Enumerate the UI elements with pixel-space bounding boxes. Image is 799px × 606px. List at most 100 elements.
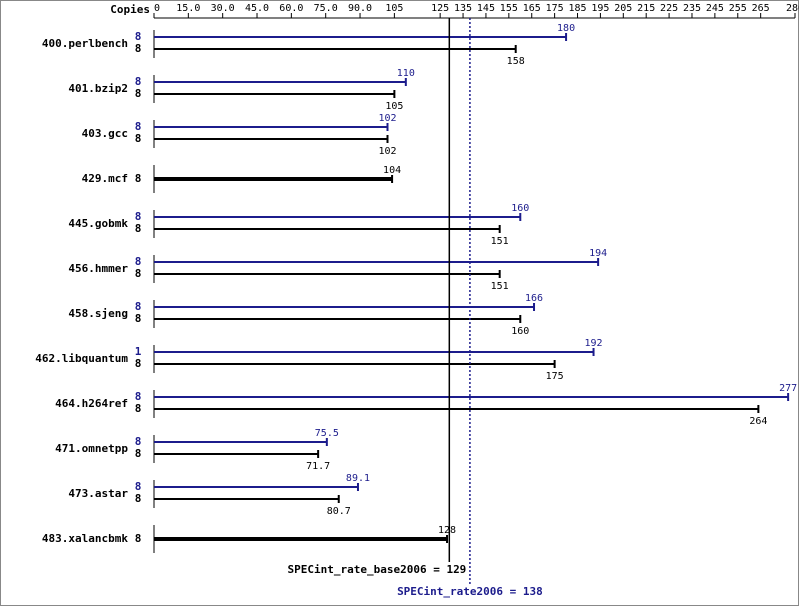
benchmark-name: 445.gobmk — [68, 217, 128, 230]
value-label: 104 — [383, 165, 401, 176]
x-tick-label: 245 — [706, 3, 724, 14]
bar — [154, 318, 521, 320]
value-label: 166 — [525, 293, 543, 304]
x-tick-label: 255 — [729, 3, 747, 14]
copies: 8 — [135, 480, 142, 493]
copies: 8 — [135, 300, 142, 313]
bar — [154, 177, 393, 181]
bar — [154, 138, 388, 140]
x-tick-label: 165 — [523, 3, 541, 14]
benchmark-name: 464.h264ref — [55, 397, 128, 410]
x-tick-label: 225 — [660, 3, 678, 14]
copies: 8 — [135, 447, 142, 460]
copies: 8 — [135, 30, 142, 43]
copies: 8 — [135, 357, 142, 370]
x-tick-label: 45.0 — [245, 3, 269, 14]
bar — [154, 261, 599, 263]
peak-reference-label: SPECint_rate2006 = 138 — [397, 585, 543, 598]
x-tick-label: 60.0 — [279, 3, 303, 14]
value-label: 71.7 — [306, 461, 330, 472]
value-label: 105 — [385, 101, 403, 112]
copies: 8 — [135, 222, 142, 235]
x-tick-label: 0 — [154, 3, 160, 14]
x-tick-label: 175 — [546, 3, 564, 14]
bar — [154, 396, 789, 398]
copies: 8 — [135, 75, 142, 88]
x-tick-label: 105 — [385, 3, 403, 14]
value-label: 110 — [397, 68, 415, 79]
value-label: 192 — [585, 338, 603, 349]
bar — [154, 126, 388, 128]
value-label: 80.7 — [327, 506, 351, 517]
benchmark-name: 400.perlbench — [42, 37, 128, 50]
bar — [154, 216, 521, 218]
value-label: 151 — [491, 236, 509, 247]
value-label: 180 — [557, 23, 575, 34]
benchmark-name: 403.gcc — [82, 127, 128, 140]
value-label: 128 — [438, 525, 456, 536]
copies: 8 — [135, 255, 142, 268]
x-tick-label: 30.0 — [211, 3, 235, 14]
benchmark-name: 473.astar — [68, 487, 128, 500]
value-label: 89.1 — [346, 473, 370, 484]
bar — [154, 351, 594, 353]
x-tick-label: 135 — [454, 3, 472, 14]
value-label: 160 — [511, 326, 529, 337]
benchmark-name: 471.omnetpp — [55, 442, 128, 455]
copies: 8 — [135, 87, 142, 100]
value-label: 160 — [511, 203, 529, 214]
x-tick-label: 195 — [591, 3, 609, 14]
copies: 1 — [135, 345, 142, 358]
bar — [154, 48, 516, 50]
base-reference-label: SPECint_rate_base2006 = 129 — [288, 563, 467, 576]
copies: 8 — [135, 132, 142, 145]
value-label: 75.5 — [315, 428, 339, 439]
copies: 8 — [135, 492, 142, 505]
bar — [154, 537, 448, 541]
copies: 8 — [135, 172, 142, 185]
value-label: 194 — [589, 248, 607, 259]
bar — [154, 306, 535, 308]
bar — [154, 81, 406, 83]
bar — [154, 441, 327, 443]
bar — [154, 93, 395, 95]
value-label: 277 — [779, 383, 797, 394]
x-tick-label: 125 — [431, 3, 449, 14]
x-tick-label: 280 — [786, 3, 799, 14]
benchmark-name: 483.xalancbmk — [42, 532, 128, 545]
bar — [154, 486, 358, 488]
x-tick-label: 75.0 — [314, 3, 338, 14]
benchmark-name: 458.sjeng — [68, 307, 128, 320]
value-label: 264 — [749, 416, 767, 427]
bar — [154, 363, 555, 365]
value-label: 158 — [507, 56, 525, 67]
x-tick-label: 90.0 — [348, 3, 372, 14]
bar — [154, 498, 339, 500]
value-label: 151 — [491, 281, 509, 292]
benchmark-name: 401.bzip2 — [68, 82, 128, 95]
x-tick-label: 155 — [500, 3, 518, 14]
x-tick-label: 215 — [637, 3, 655, 14]
copies: 8 — [135, 312, 142, 325]
value-label: 102 — [378, 146, 396, 157]
copies: 8 — [135, 120, 142, 133]
bar — [154, 228, 500, 230]
copies: 8 — [135, 435, 142, 448]
x-tick-label: 205 — [614, 3, 632, 14]
copies: 8 — [135, 402, 142, 415]
benchmark-name: 462.libquantum — [35, 352, 128, 365]
value-label: 102 — [378, 113, 396, 124]
bar — [154, 36, 567, 38]
copies: 8 — [135, 42, 142, 55]
copies: 8 — [135, 210, 142, 223]
copies: 8 — [135, 390, 142, 403]
x-tick-label: 145 — [477, 3, 495, 14]
x-tick-label: 235 — [683, 3, 701, 14]
x-tick-label: 15.0 — [176, 3, 200, 14]
copies: 8 — [135, 267, 142, 280]
bar — [154, 408, 759, 410]
value-label: 175 — [546, 371, 564, 382]
benchmark-name: 429.mcf — [82, 172, 128, 185]
x-tick-label: 185 — [568, 3, 586, 14]
